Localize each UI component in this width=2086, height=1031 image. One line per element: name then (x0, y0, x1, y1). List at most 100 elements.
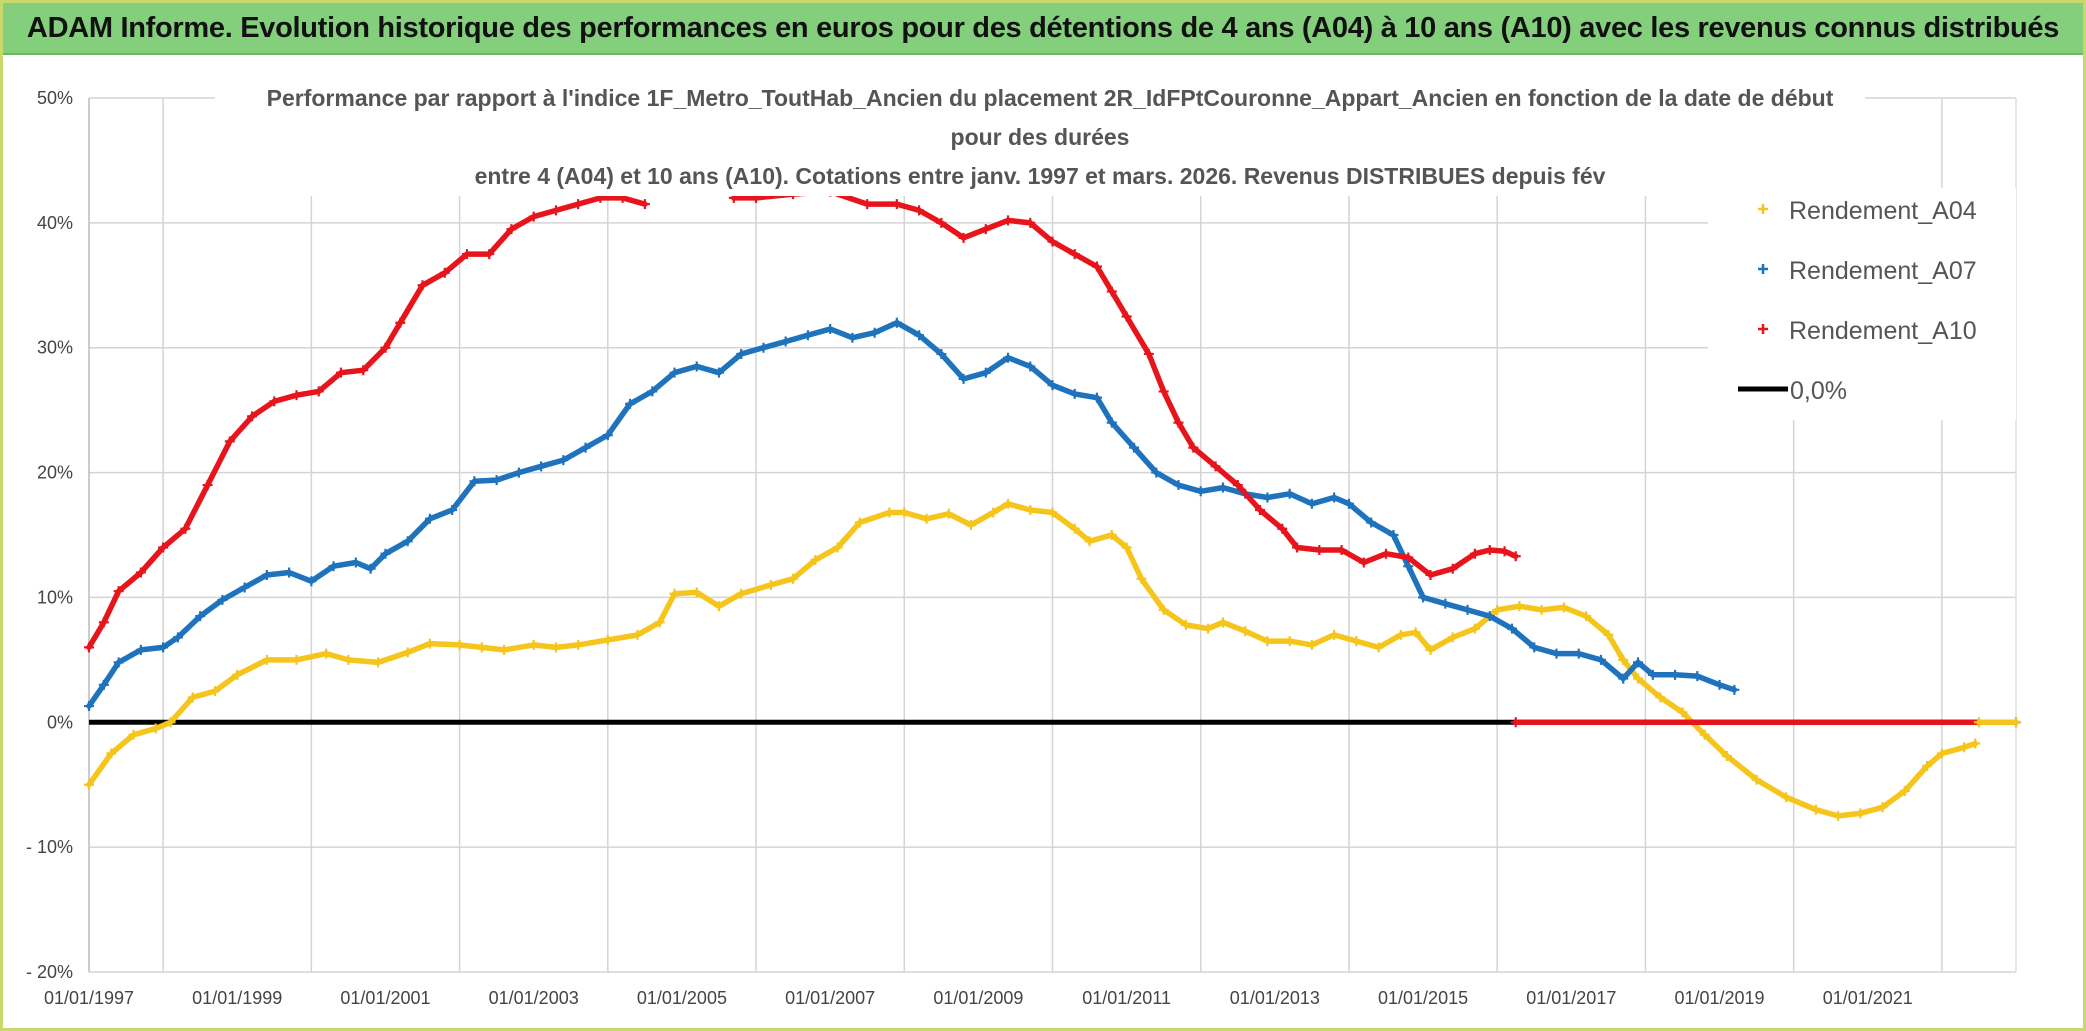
data-point (1618, 654, 1629, 665)
data-point (380, 342, 391, 353)
data-point (1292, 542, 1303, 553)
data-point (1714, 679, 1725, 690)
data-point (736, 588, 747, 599)
data-point (135, 567, 146, 578)
data-point (1810, 804, 1821, 815)
data-point (98, 679, 109, 690)
data-point (447, 505, 458, 516)
x-tick-label: 01/01/2009 (933, 988, 1023, 1008)
data-point (1306, 498, 1317, 509)
data-point (1973, 717, 1984, 728)
data-point (328, 561, 339, 572)
data-point (1373, 642, 1384, 653)
data-point (1469, 548, 1480, 559)
data-point (165, 717, 176, 728)
data-point (1469, 623, 1480, 634)
data-point (625, 398, 636, 409)
data-point (1447, 632, 1458, 643)
x-tick-label: 01/01/2021 (1823, 988, 1913, 1008)
data-point (1899, 785, 1910, 796)
data-point (1277, 523, 1288, 534)
data-point (810, 554, 821, 565)
data-point (1484, 611, 1495, 622)
data-point (1418, 592, 1429, 603)
data-point (573, 639, 584, 650)
data-point (1069, 523, 1080, 534)
data-point (1284, 636, 1295, 647)
data-point (373, 657, 384, 668)
legend-label: 0,0% (1790, 377, 1847, 405)
data-point (1484, 544, 1495, 555)
legend-item-a07[interactable]: Rendement_A07 (1758, 257, 1977, 285)
data-point (936, 217, 947, 228)
data-point (1084, 536, 1095, 547)
title-background (215, 78, 1865, 196)
data-point (1507, 623, 1518, 634)
data-point (84, 779, 94, 790)
data-point (1091, 261, 1102, 272)
data-point (1581, 611, 1592, 622)
data-point (513, 467, 524, 478)
data-point (1692, 671, 1703, 682)
data-point (1492, 604, 1503, 615)
data-point (1336, 544, 1347, 555)
x-tick-label: 01/01/2007 (785, 988, 875, 1008)
data-point (847, 332, 858, 343)
data-point (1329, 492, 1340, 503)
data-point (1351, 636, 1362, 647)
data-point (1255, 505, 1266, 516)
data-point (869, 327, 880, 338)
data-point (2011, 717, 2021, 728)
series-a10 (728, 186, 1521, 580)
series-line (86, 501, 1978, 819)
data-point (269, 396, 280, 407)
data-point (1510, 551, 1521, 562)
data-point (239, 582, 250, 593)
data-point (558, 455, 569, 466)
data-point (550, 205, 561, 216)
data-point (854, 517, 865, 528)
data-point (1106, 417, 1117, 428)
data-point (1670, 669, 1681, 680)
data-point (424, 638, 435, 649)
data-point (1158, 604, 1169, 615)
legend-swatch (1758, 264, 1768, 274)
x-tick-label: 01/01/2013 (1230, 988, 1320, 1008)
data-point (1262, 492, 1273, 503)
data-point (1106, 286, 1117, 297)
data-point (1366, 517, 1377, 528)
data-point (424, 513, 435, 524)
chart-legend[interactable]: Rendement_A04 Rendement_A07 Rendement_A10 0… (1708, 188, 2016, 420)
data-point (1922, 760, 1933, 771)
data-point (321, 648, 332, 659)
y-tick-label: 10% (37, 587, 73, 607)
data-point (891, 317, 902, 328)
data-point (1306, 639, 1317, 650)
legend-item-a10[interactable]: Rendement_A10 (1758, 317, 1977, 345)
data-point (150, 723, 161, 734)
data-point (1440, 598, 1451, 609)
data-point (1329, 629, 1340, 640)
legend-item-zero[interactable]: 0,0% (1738, 377, 1847, 405)
data-point (654, 617, 665, 628)
y-tick-label: 20% (37, 463, 73, 483)
data-point (1217, 482, 1228, 493)
x-tick-label: 01/01/2005 (637, 988, 727, 1008)
data-point (1091, 392, 1102, 403)
data-point (1025, 217, 1036, 228)
data-point (491, 475, 502, 486)
data-point (891, 199, 902, 210)
data-point (1003, 352, 1014, 363)
data-point (113, 586, 124, 597)
data-point (232, 669, 243, 680)
data-point (1395, 629, 1406, 640)
legend-item-a04[interactable]: Rendement_A04 (1758, 197, 1977, 225)
data-point (395, 317, 406, 328)
chart-title: Performance par rapport à l'indice 1F_Me… (215, 78, 1865, 196)
chart-title-line: pour des durées (951, 124, 1130, 150)
data-point (1510, 717, 1521, 728)
data-point (1647, 669, 1658, 680)
data-point (1136, 573, 1147, 584)
data-point (1381, 548, 1392, 559)
